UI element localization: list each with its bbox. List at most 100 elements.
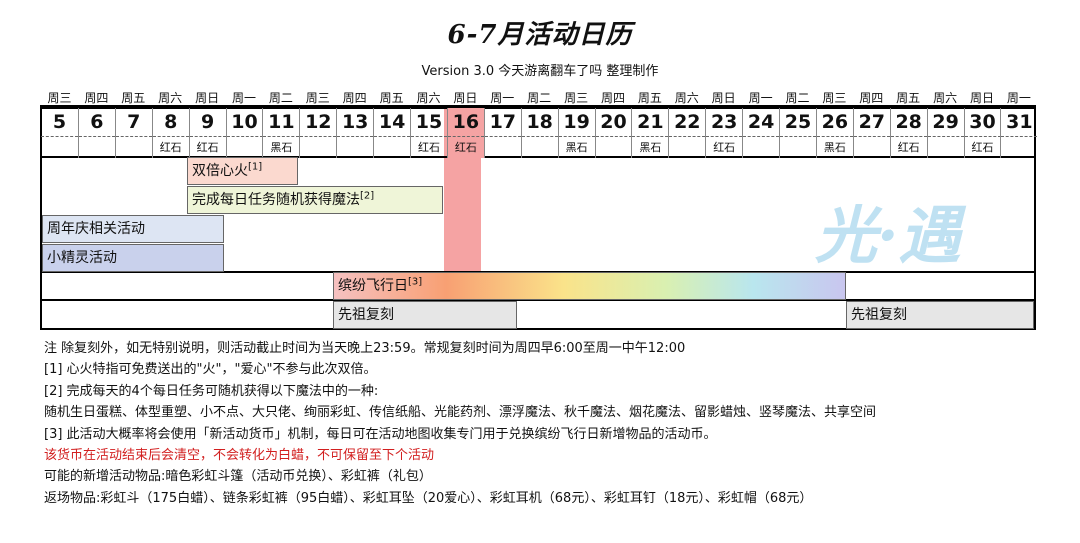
weekday-label: 周日 [969,91,994,105]
weekday-label: 周四 [859,91,884,105]
weekday-label: 周四 [342,91,367,105]
note-line: 注 除复刻外，如无特别说明，则活动截止时间为当天晚上23:59。常规复刻时间为周… [44,341,686,356]
event-label: 完成每日任务随机获得魔法 [192,192,360,208]
dashed-divider [189,136,226,137]
day-number: 12 [305,111,332,133]
dashed-divider [447,136,484,137]
day-number: 29 [932,111,959,133]
footnote-ref: [2] [360,190,375,202]
day-number: 21 [637,111,664,133]
event-sprite: 小精灵活动 [42,244,224,272]
day-cell: 7 [114,108,152,158]
day-cell: 12 [299,108,337,158]
day-number: 10 [231,111,258,133]
events-area [40,157,1036,330]
weekday-label: 周三 [822,91,847,105]
day-cell: 22 [668,108,706,158]
day-cell: 13 [336,108,374,158]
day-cell: 17 [483,108,521,158]
day-cell: 29 [926,108,964,158]
event-flight-day: 缤纷飞行日[3] [333,272,846,300]
day-number: 15 [415,111,443,133]
event-ancestor-revival-1: 先祖复刻 [333,301,517,329]
weekday-label: 周六 [158,91,183,105]
notes-section: 注 除复刻外，如无特别说明，则活动截止时间为当天晚上23:59。常规复刻时间为周… [44,338,876,509]
day-number: 9 [200,111,215,133]
stone-label: 红石 [418,141,440,154]
weekday-label: 周五 [896,91,921,105]
dashed-divider [78,136,115,137]
stone-label: 黑石 [270,141,293,154]
stone-label: 红石 [971,141,994,154]
day-cell: 14 [373,108,411,158]
dashed-divider [558,136,595,137]
weekday-label: 周一 [231,91,256,105]
day-number: 20 [600,111,627,133]
day-number: 11 [268,111,295,133]
note-line: [1] 心火特指可免费送出的"火"，"爱心"不参与此次双倍。 [44,362,377,378]
dashed-divider [890,136,927,137]
note-line: [3] 此活动大概率将会使用「新活动货币」机制，每日可在活动地图收集专门用于兑换… [44,426,717,442]
event-label: 先祖复刻 [338,307,394,323]
day-number: 16 [452,111,480,133]
weekday-label: 周三 [564,91,589,105]
footnote-ref: [1] [248,161,263,173]
event-label: 先祖复刻 [851,307,907,323]
day-cell: 24 [742,108,780,158]
dashed-divider [226,136,263,137]
dashed-divider [669,136,706,137]
day-cell: 28 红石 [889,108,927,158]
dashed-divider [152,136,189,137]
day-cell: 26 黑石 [815,108,853,158]
stone-label: 红石 [897,141,920,154]
weekday-label: 周四 [84,91,109,105]
day-cell: 31 [1000,108,1038,158]
day-number: 6 [90,111,104,133]
day-number: 23 [710,111,738,133]
day-cell: 23 红石 [705,108,743,158]
dashed-divider [1001,136,1038,137]
dashed-divider [411,136,447,137]
day-cell: 20 [594,108,632,158]
dashed-divider [41,136,78,137]
day-number: 14 [378,111,406,133]
day-number: 25 [784,111,812,133]
day-cell: 11 黑石 [262,108,300,158]
page-title: 6-7月活动日历 [447,20,633,50]
weekday-label: 周日 [195,91,220,105]
day-number: 17 [489,111,517,133]
weekday-label: 周六 [933,91,958,105]
stone-label: 黑石 [823,141,846,154]
day-cell: 9 红石 [188,108,226,158]
dashed-divider [964,136,1001,137]
note-line: 可能的新增活动物品:暗色彩虹斗篷（活动币兑换）、彩虹裤（礼包） [44,469,432,485]
event-double-fire: 双倍心火[1] [187,157,298,185]
stone-label: 红石 [454,141,477,154]
note-warning: 该货币在活动结束后会清空，不会转化为白蜡，不可保留至下个活动 [44,448,435,464]
day-cell: 27 [852,108,890,158]
day-cell: 25 [779,108,816,158]
note-line: [2] 完成每天的4个每日任务可随机获得以下魔法中的一种: [44,383,379,399]
note-line: 返场物品:彩虹斗（175白蜡）、链条彩虹裤（95白蜡）、彩虹耳坠（20爱心）、彩… [44,490,813,506]
note-line: 随机生日蛋糕、体型重塑、小不点、大只佬、绚丽彩虹、传信纸船、光能药剂、漂浮魔法、… [44,405,877,421]
weekday-label: 周日 [711,91,736,105]
dashed-divider [521,136,558,137]
event-label: 双倍心火 [192,163,248,179]
day-cell: 18 [520,108,558,158]
dashed-divider [927,136,964,137]
day-number: 19 [563,111,590,133]
event-label: 小精灵活动 [47,250,117,266]
day-number: 24 [747,111,775,133]
dashed-divider [706,136,743,137]
dashed-divider [337,136,374,137]
day-number: 18 [526,111,553,133]
stone-label: 红石 [196,141,219,154]
weekday-label: 周二 [268,91,293,105]
dashed-divider [780,136,816,137]
dashed-divider [816,136,853,137]
weekday-label: 周一 [490,91,515,105]
dashed-divider [632,136,669,137]
calendar-top-border [40,105,1036,109]
stone-label: 黑石 [565,141,588,154]
day-cell: 19 黑石 [557,108,595,158]
